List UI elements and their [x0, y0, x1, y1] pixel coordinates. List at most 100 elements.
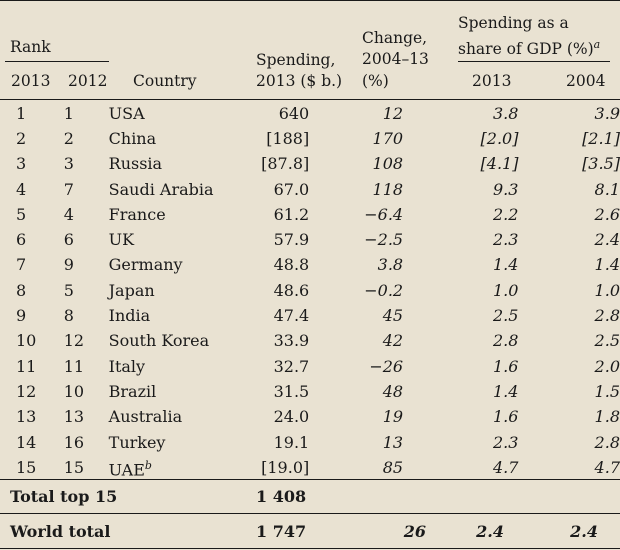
- rank-2012-cell: 2: [64, 126, 109, 151]
- world-total-label: World total: [10, 522, 111, 541]
- rank-2013-cell: 6: [0, 227, 64, 252]
- rank-rule: [5, 61, 109, 62]
- share-2004-header: 2004: [566, 72, 606, 90]
- spending-header-line2: 2013 ($ b.): [256, 72, 343, 90]
- spending-cell-text: 47.4: [273, 306, 310, 326]
- share-2004-cell: 2.4: [536, 227, 620, 252]
- rank-2013-cell-text: 3: [16, 154, 27, 174]
- spending-cell: 61.2: [228, 202, 337, 227]
- total-top15-label: Total top 15: [10, 487, 118, 506]
- rank-2012-cell-text: 3: [63, 154, 74, 174]
- rank-2013-cell: 11: [0, 354, 64, 379]
- country-cell-text: Japan: [108, 280, 155, 300]
- rank-2012-cell: 1: [64, 101, 109, 126]
- share-2004-cell: 2.8: [536, 303, 620, 328]
- table-row: 13 13 Australia 24.0 19 1.6 1.8: [0, 405, 620, 430]
- country-cell: Russia: [109, 152, 228, 177]
- rank-2013-cell-text: 14: [16, 432, 37, 452]
- rank-2012-cell: 5: [64, 278, 109, 303]
- spending-cell-text: 19.1: [273, 432, 310, 452]
- share-2004-cell-text: 1.4: [594, 255, 620, 275]
- spending-cell: 47.4: [228, 303, 337, 328]
- share-2013-cell-text: 2.2: [493, 204, 519, 224]
- table-row: 4 7 Saudi Arabia 67.0 118 9.3 8.1: [0, 177, 620, 202]
- spending-cell: 31.5: [228, 379, 337, 404]
- share-2013-cell: 2.5: [439, 303, 536, 328]
- country-cell-text: USA: [108, 103, 145, 123]
- spending-cell-text: [188]: [266, 128, 310, 148]
- country-cell: Brazil: [109, 379, 228, 404]
- rank-2012-cell-text: 2: [63, 128, 74, 148]
- share-2013-cell: 2.3: [439, 227, 536, 252]
- change-cell-text: 12: [382, 103, 404, 123]
- spending-cell: [188]: [228, 126, 337, 151]
- spending-cell: 48.6: [228, 278, 337, 303]
- change-header-line1: Change,: [362, 29, 428, 47]
- share-2004-cell-text: 2.6: [594, 204, 620, 224]
- totals-rule: [0, 479, 620, 480]
- rank-2013-cell-text: 15: [16, 457, 37, 477]
- country-cell-text: Australia: [108, 407, 183, 427]
- country-cell: Japan: [109, 278, 228, 303]
- change-cell: −2.5: [337, 227, 439, 252]
- rank-2013-cell: 2: [0, 126, 64, 151]
- change-cell: 42: [337, 329, 439, 354]
- country-footnote-mark: b: [144, 458, 152, 472]
- change-cell: 13: [337, 430, 439, 455]
- rank-2013-cell-text: 10: [16, 331, 37, 351]
- rank-2013-cell: 12: [0, 379, 64, 404]
- share-2013-cell-text: 9.3: [493, 179, 519, 199]
- share-footnote-mark: a: [593, 38, 601, 51]
- rank-2012-cell: 7: [64, 177, 109, 202]
- rank-2012-cell: 9: [64, 253, 109, 278]
- rank-2013-cell-text: 8: [16, 280, 27, 300]
- share-2013-cell: 2.8: [439, 329, 536, 354]
- world-total-share-2013: 2.4: [476, 522, 504, 541]
- country-cell-text: Russia: [108, 154, 163, 174]
- share-2004-cell-text: 2.5: [594, 331, 620, 351]
- share-2004-cell: 1.4: [536, 253, 620, 278]
- rank-2012-cell-text: 1: [63, 103, 74, 123]
- rank-2012-cell: 12: [64, 329, 109, 354]
- spending-cell-text: [87.8]: [261, 154, 310, 174]
- rank-2012-cell: 15: [64, 455, 109, 480]
- spending-cell: 33.9: [228, 329, 337, 354]
- share-2004-cell: 2.0: [536, 354, 620, 379]
- rank-2012-cell: 11: [64, 354, 109, 379]
- rank-2013-cell-text: 11: [16, 356, 37, 376]
- change-cell-text: −6.4: [364, 204, 404, 224]
- share-2013-cell: 2.2: [439, 202, 536, 227]
- rank-2012-cell-text: 10: [63, 381, 85, 401]
- rank-2013-cell: 8: [0, 278, 64, 303]
- change-cell-text: 108: [372, 154, 404, 174]
- share-2013-cell: 1.0: [439, 278, 536, 303]
- change-cell: 170: [337, 126, 439, 151]
- change-header-line3: (%): [362, 72, 389, 90]
- rank-2013-cell-text: 1: [16, 103, 27, 123]
- spending-cell: [19.0]: [228, 455, 337, 480]
- country-cell: India: [109, 303, 228, 328]
- change-cell: 19: [337, 405, 439, 430]
- spending-cell-text: 640: [278, 103, 310, 123]
- table-row: 11 11 Italy 32.7 −26 1.6 2.0: [0, 354, 620, 379]
- change-cell: −26: [337, 354, 439, 379]
- spending-cell-text: 61.2: [273, 204, 310, 224]
- share-2013-cell: 9.3: [439, 177, 536, 202]
- share-2013-header: 2013: [472, 72, 512, 90]
- spending-cell: 640: [228, 101, 337, 126]
- share-2013-cell-text: 1.4: [493, 255, 519, 275]
- data-table: 1 1 USA 640 12 3.8 3.9 2 2 China [188] 170 [2.0] [2.1…: [0, 101, 620, 480]
- country-cell: Saudi Arabia: [109, 177, 228, 202]
- share-2013-cell-text: 1.0: [493, 280, 519, 300]
- share-2013-cell: 3.8: [439, 101, 536, 126]
- rank-2013-cell-text: 7: [16, 255, 27, 275]
- change-cell: 48: [337, 379, 439, 404]
- share-2013-cell-text: 3.8: [493, 103, 519, 123]
- top-rule: [0, 0, 620, 1]
- table-row: 9 8 India 47.4 45 2.5 2.8: [0, 303, 620, 328]
- change-cell-text: −26: [369, 356, 404, 376]
- rank-2013-cell: 13: [0, 405, 64, 430]
- change-cell: 45: [337, 303, 439, 328]
- country-cell: UK: [109, 227, 228, 252]
- share-2004-cell-text: 8.1: [594, 179, 620, 199]
